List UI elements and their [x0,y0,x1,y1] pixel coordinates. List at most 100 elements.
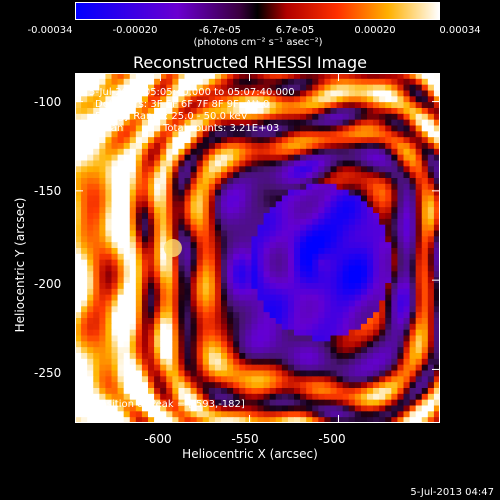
heatmap-cell [269,288,277,296]
heatmap-cell [135,189,143,196]
heatmap-cell [202,195,210,202]
heatmap-cell [433,382,440,389]
heatmap-cell [397,113,404,121]
heatmap-cell [354,399,362,406]
heatmap-cell [367,411,374,418]
heatmap-cell [245,353,252,360]
heatmap-cell [421,306,429,313]
heatmap-cell [336,242,344,249]
heatmap-cell [421,271,429,278]
heatmap-cell [294,265,301,272]
heatmap-cell [105,288,112,296]
heatmap-cell [403,417,411,423]
heatmap-cell [318,253,325,261]
heatmap-cell [208,335,216,342]
heatmap-cell [190,160,198,167]
heatmap-cell [129,102,137,109]
heatmap-cell [427,218,435,226]
heatmap-cell [81,218,88,226]
heatmap-cell [330,382,338,389]
heatmap-cell [306,207,313,214]
heatmap-cell [154,399,161,406]
heatmap-cell [239,288,246,296]
heatmap-cell [324,183,331,191]
heatmap-cell [385,265,392,272]
heatmap-cell [367,248,374,255]
heatmap-cell [81,242,88,249]
heatmap-cell [409,131,417,138]
heatmap-cell [196,131,204,138]
heatmap-cell [135,353,143,360]
heatmap-cell [178,393,185,401]
heatmap-cell [287,131,295,138]
heatmap-cell [318,300,325,307]
heatmap-cell [227,189,234,196]
heatmap-cell [336,323,344,331]
heatmap-cell [348,131,356,138]
heatmap-cell [154,341,161,348]
heatmap-cell [233,323,240,331]
heatmap-cell [300,294,307,301]
heatmap-cell [227,224,234,231]
heatmap-cell [391,113,398,121]
heatmap-cell [318,113,325,121]
heatmap-cell [202,312,210,319]
heatmap-cell [433,218,440,226]
heatmap-cell [403,382,411,389]
heatmap-cell [166,230,173,237]
heatmap-cell [379,201,386,208]
heatmap-cell [87,283,94,290]
heatmap-cell [312,178,319,185]
heatmap-cell [318,178,325,185]
heatmap-cell [391,335,398,342]
heatmap-cell [154,411,161,418]
heatmap-cell [294,411,301,418]
heatmap-cell [287,178,295,185]
heatmap-cell [196,329,204,336]
heatmap-cell [348,242,356,249]
heatmap-cell [294,160,301,167]
heatmap-cell [269,248,277,255]
heatmap-cell [123,143,131,150]
heatmap-cell [221,393,228,401]
heatmap-cell [312,411,319,418]
heatmap-cell [403,213,411,220]
heatmap-cell [245,259,252,266]
heatmap-cell [148,411,155,418]
heatmap-cell [281,388,289,395]
heatmap-cell [93,265,100,272]
heatmap-cell [190,277,198,284]
heatmap-cell [111,125,119,132]
heatmap-cell [111,399,119,406]
heatmap-cell [75,364,82,371]
heatmap-cell [415,148,423,156]
heatmap-cell [360,253,368,261]
heatmap-cell [312,329,319,336]
heatmap-cell [129,358,137,366]
heatmap-cell [373,358,380,366]
heatmap-cell [373,178,380,185]
heatmap-cell [421,358,429,366]
heatmap-cell [275,119,283,126]
heatmap-cell [129,143,137,150]
heatmap-cell [300,411,307,418]
heatmap-cell [360,341,368,348]
heatmap-cell [330,388,338,395]
heatmap-cell [318,271,325,278]
heatmap-cell [330,312,338,319]
heatmap-cell [300,329,307,336]
heatmap-cell [87,294,94,301]
heatmap-cell [409,294,417,301]
heatmap-cell [87,224,94,231]
heatmap-cell [190,201,198,208]
heatmap-cell [178,347,185,354]
heatmap-cell [312,353,319,360]
heatmap-cell [360,236,368,243]
heatmap-cell [306,329,313,336]
heatmap-cell [324,300,331,307]
heatmap-cell [105,207,112,214]
heatmap-cell [312,300,319,307]
heatmap-cell [129,236,137,243]
heatmap-cell [99,294,106,301]
heatmap-cell [208,271,216,278]
